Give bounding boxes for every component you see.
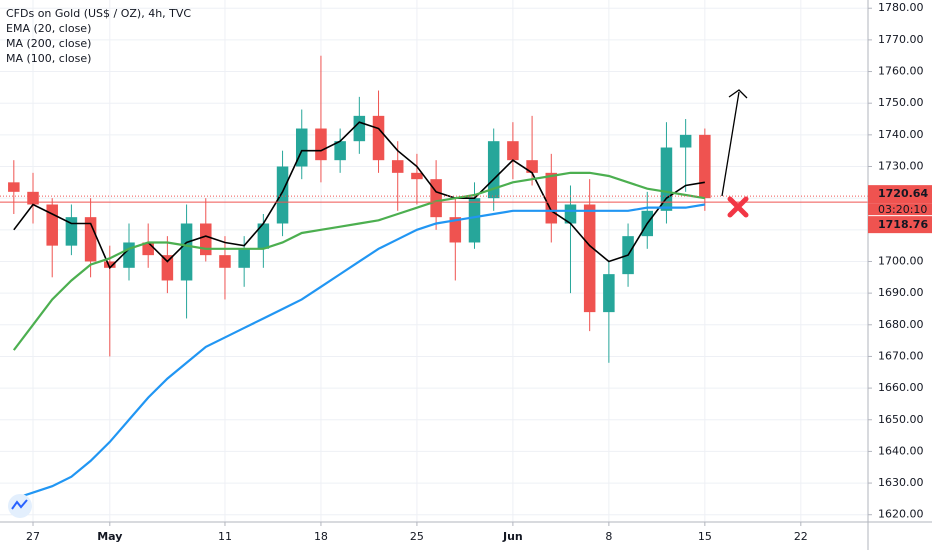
candle-body (200, 223, 212, 256)
candle-body (27, 191, 39, 205)
candle-body (583, 204, 596, 313)
countdown: 03:20:10 (878, 203, 927, 216)
candle-body (564, 204, 577, 224)
legend-entry: MA (200, close) (6, 37, 91, 50)
price-label: 1720.64 (878, 187, 928, 200)
candle-body (219, 255, 231, 268)
x-tick-label: 25 (410, 530, 424, 543)
y-tick-label: 1680.00 (878, 318, 924, 331)
candle-body (65, 217, 78, 246)
y-tick-label: 1730.00 (878, 160, 924, 173)
candle-body (449, 217, 462, 243)
grid (0, 0, 868, 522)
candle-body (468, 198, 481, 243)
candle-body (334, 141, 346, 161)
legend: EMA (20, close) MA (200, close) MA (100, c… (6, 22, 91, 65)
candle-body (699, 134, 711, 199)
y-tick-label: 1660.00 (878, 381, 924, 394)
candle-body (276, 166, 289, 224)
x-tick-label: 8 (605, 530, 612, 543)
candle-body (411, 172, 423, 180)
candle-body (295, 128, 308, 167)
candle-body (161, 255, 174, 281)
legend-entry: MA (100, close) (6, 52, 91, 65)
plot-area (0, 55, 868, 500)
y-tick-label: 1780.00 (878, 1, 924, 14)
candle-body (487, 141, 500, 199)
chart-title: CFDs on Gold (US$ / OZ), 4h, TVC (6, 7, 191, 20)
drawing-arrow (721, 89, 748, 197)
price-label-box (868, 216, 932, 234)
y-tick-label: 1640.00 (878, 444, 924, 457)
y-tick-label: 1690.00 (878, 286, 924, 299)
axes: 1620.00 1630.00 1640.00 1650.00 1660.00 1670.… (26, 1, 932, 543)
y-tick-label: 1740.00 (878, 128, 924, 141)
x-tick-label: 22 (794, 530, 808, 543)
candle-body (257, 223, 270, 249)
candle-body (238, 248, 250, 268)
candle-body (315, 128, 327, 161)
candle-body (8, 182, 20, 192)
candle-body (46, 204, 58, 246)
candle-body (545, 172, 558, 224)
y-tick-label: 1620.00 (878, 508, 924, 521)
candle-body (679, 134, 692, 148)
legend-entry: EMA (20, close) (6, 22, 91, 35)
candle-body (353, 115, 366, 142)
candle-body (660, 147, 673, 211)
price-label-box (868, 185, 932, 204)
candle-body (391, 160, 404, 173)
x-tick-label: 27 (26, 530, 40, 543)
x-tick-label: 18 (314, 530, 328, 543)
candle-body (526, 160, 538, 173)
x-tick-label: 15 (698, 530, 712, 543)
y-tick-label: 1750.00 (878, 96, 924, 109)
countdown-box (868, 203, 932, 216)
candle-body (142, 242, 154, 256)
x-tick-label: May (97, 530, 122, 543)
y-tick-label: 1770.00 (878, 33, 924, 46)
price-label: 1718.76 (878, 218, 928, 231)
x-tick-label: 11 (218, 530, 232, 543)
candle-body (180, 223, 193, 281)
logo[interactable] (8, 494, 32, 518)
candle-body (430, 179, 442, 218)
y-tick-label: 1670.00 (878, 349, 924, 362)
candle-body (104, 261, 116, 268)
y-tick-label: 1700.00 (878, 254, 924, 267)
candle-body (507, 141, 519, 161)
candle-body (603, 274, 615, 313)
candle-body (123, 242, 135, 268)
candle-body (84, 217, 97, 262)
x-tick-label: Jun (502, 530, 523, 543)
candle-body (372, 115, 385, 161)
y-tick-label: 1650.00 (878, 413, 924, 426)
y-tick-label: 1630.00 (878, 476, 924, 489)
indicator-line (13, 203, 706, 500)
indicator-line (12, 171, 706, 351)
y-tick-label: 1760.00 (878, 65, 924, 78)
drawing-cross (727, 196, 749, 218)
